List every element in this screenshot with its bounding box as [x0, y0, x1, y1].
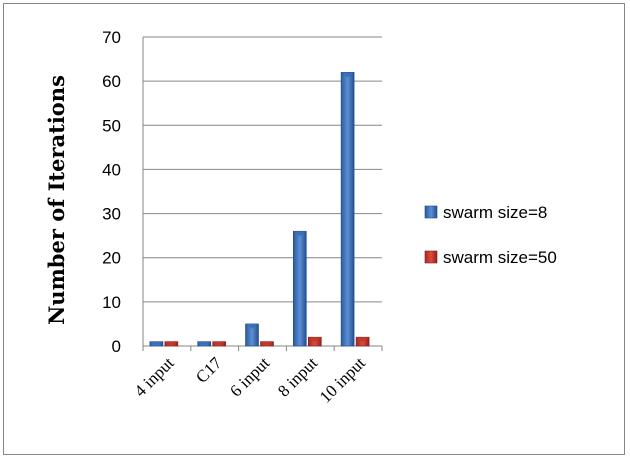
- bar-cap: [293, 231, 307, 237]
- y-tick-label: 60: [102, 72, 121, 91]
- y-axis-label: Number of Iterations: [44, 75, 69, 325]
- legend-swatch: [424, 205, 438, 219]
- bar-cap: [149, 341, 163, 346]
- y-tick-label: 50: [102, 116, 121, 135]
- bar-swarm-8: [292, 230, 307, 347]
- y-tick-label: 70: [102, 28, 121, 47]
- y-tick-label: 20: [102, 249, 121, 268]
- legend-label: swarm size=50: [443, 248, 557, 267]
- x-tick-label: 6 input: [226, 353, 273, 400]
- bars: [149, 72, 370, 347]
- bar-cap: [212, 341, 226, 346]
- legend: swarm size=8 swarm size=50: [424, 203, 557, 267]
- legend-swatch: [424, 250, 438, 264]
- y-tick-label: 40: [102, 160, 121, 179]
- y-tick-label: 10: [102, 293, 121, 312]
- bar-cap: [341, 72, 355, 78]
- bar-cap: [308, 337, 322, 343]
- bar-cap: [197, 341, 211, 346]
- x-tick-label: 8 input: [274, 353, 321, 400]
- x-tick-label: 4 input: [131, 353, 178, 400]
- bar-cap: [164, 341, 178, 346]
- bar-cap: [245, 323, 259, 329]
- bar-cap: [260, 341, 274, 346]
- bar-swarm-8: [340, 72, 355, 347]
- x-tick-label: C17: [192, 353, 226, 387]
- legend-label: swarm size=8: [443, 203, 547, 222]
- chart-frame: [3, 3, 625, 455]
- y-tick-label: 30: [102, 205, 121, 224]
- y-tick-labels: 0 10 20 30 40 50 60 70: [102, 28, 121, 356]
- x-tick-label: 10 input: [316, 353, 369, 406]
- y-tick-label: 0: [112, 337, 121, 356]
- bar-cap: [356, 337, 370, 343]
